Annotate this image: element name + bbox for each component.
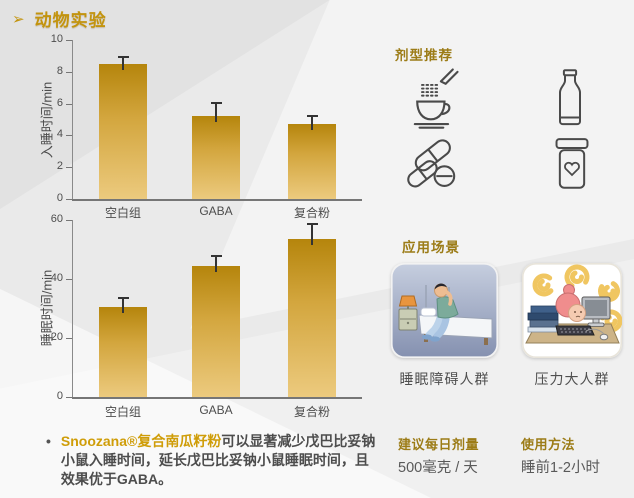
usage-info: 使用方法 睡前1-2小时 [521,434,634,477]
section-heading-scenarios: 应用场景 [402,240,460,255]
bar [192,265,240,397]
error-bar [215,255,217,272]
page-title: ➢ 动物实验 [12,6,107,31]
error-bar [215,102,217,123]
y-axis-line [72,220,73,397]
x-axis-line [72,199,362,201]
bar [288,124,336,199]
bar [99,63,147,199]
y-tick-mark [66,220,72,221]
y-tick-label: 8 [56,64,63,77]
y-tick-mark [66,103,72,105]
dosage-info-value: 500毫克 / 天 [398,460,478,476]
supplement-jar-icon [551,136,593,192]
conclusion-bullet-text: • Snoozana®复合南瓜籽粉可以显著减少戊巴比妥钠小鼠入睡时间，延长戊巴比… [46,432,378,489]
stress-illustration [522,263,622,358]
error-bar-cap [306,114,318,117]
section-heading-dosage-forms: 剂型推荐 [395,48,453,63]
milk-bottle-icon [553,68,587,128]
x-category-label: GABA [199,204,233,218]
y-tick-mark [66,397,72,398]
y-tick-label: 20 [50,331,63,343]
error-bar [311,114,313,131]
scene-caption-stress: 压力大人群 [534,371,610,387]
y-tick-label: 6 [56,96,63,109]
y-tick-label: 0 [56,390,63,402]
error-bar-cap [210,102,222,104]
page-title-text: 动物实验 [34,11,107,30]
y-tick-mark [66,338,72,339]
bullet-icon: • [46,433,51,449]
y-tick-label: 10 [50,33,63,45]
dosage-info: 建议每日剂量 500毫克 / 天 [398,434,518,477]
y-tick-mark [66,167,72,169]
y-tick-label: 40 [50,272,63,284]
y-tick-label: 2 [56,160,63,173]
y-tick-label: 60 [50,213,63,225]
scene-caption-sleep: 睡眠障碍人群 [399,371,490,387]
x-category-label: 复合粉 [293,206,330,220]
powder-drink-icon [406,66,464,130]
error-bar [122,296,124,313]
error-bar-cap [117,55,129,58]
arrow-bullet-icon: ➢ [12,10,25,28]
error-bar-cap [306,222,318,225]
y-tick-label: 0 [56,192,63,204]
pills-icon [404,138,464,190]
x-axis-line [72,397,362,399]
sleep-disorder-illustration [391,263,498,358]
bar [99,307,147,397]
y-tick-label: 4 [56,128,63,141]
y-axis-label-chart1: 入睡时间/min [39,81,55,159]
error-bar [311,222,313,246]
error-bar [122,55,124,70]
error-bar-cap [117,296,129,299]
error-bar-cap [210,255,222,258]
x-category-label: 空白组 [104,405,141,419]
usage-info-heading: 使用方法 [521,437,576,452]
product-name-highlight: Snoozana®复合南瓜籽粉 [60,433,222,449]
y-tick-mark [66,135,72,137]
conclusion-text: 可以显著减少戊巴比妥钠小鼠入睡时间，延长戊巴比妥钠小鼠睡眠时间，且效果优于GAB… [60,433,376,487]
y-tick-mark [66,40,72,41]
dosage-info-heading: 建议每日剂量 [398,437,480,452]
bar [192,116,240,199]
bar [288,239,336,397]
x-category-label: 空白组 [104,206,141,220]
usage-info-value: 睡前1-2小时 [521,460,600,476]
y-tick-mark [66,199,72,200]
x-category-label: 复合粉 [293,405,330,419]
x-category-label: GABA [199,403,233,417]
y-tick-mark [66,279,72,280]
y-axis-line [72,40,73,199]
y-tick-mark [66,71,72,73]
